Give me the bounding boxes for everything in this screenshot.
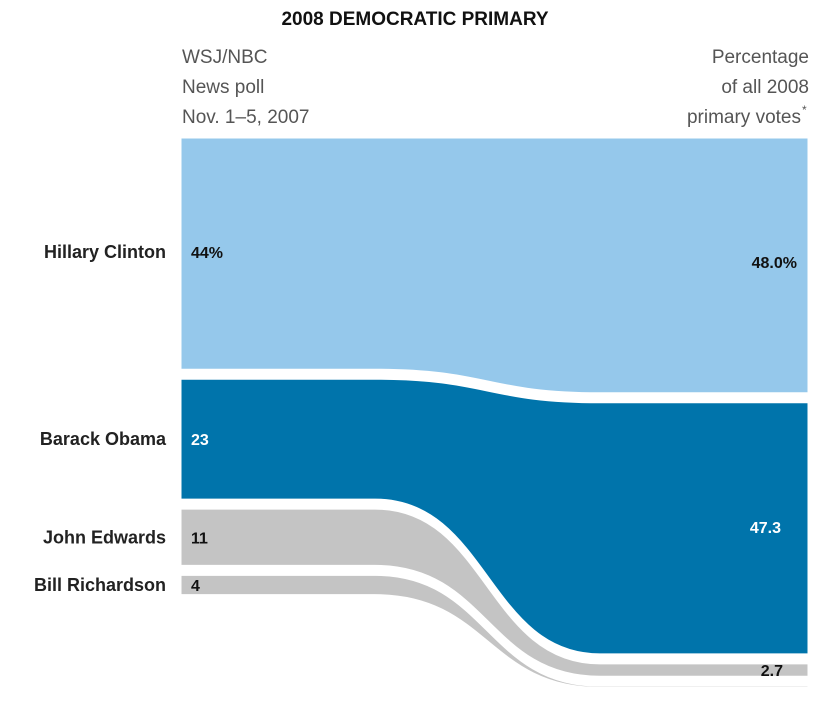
right-header-footnote-marker: * (802, 103, 807, 117)
flow-labels: Hillary Clinton 44% 48.0% Barack Obama 23 47.… (34, 242, 797, 680)
right-header-line-2: of all 2008 (721, 77, 809, 98)
flow-band-hillary-clinton (178, 135, 811, 396)
candidate-label-hillary-clinton: Hillary Clinton (44, 242, 166, 262)
candidate-label-bill-richardson: Bill Richardson (34, 575, 166, 595)
left-header-line-3: Nov. 1–5, 2007 (182, 107, 309, 128)
left-value-bill-richardson: 4 (191, 578, 200, 595)
left-header-line-2: News poll (182, 77, 264, 98)
flow-band-barack-obama (178, 376, 811, 657)
left-header-line-1: WSJ/NBC (182, 47, 268, 68)
chart-title: 2008 DEMOCRATIC PRIMARY (281, 9, 548, 30)
left-value-barack-obama: 23 (191, 432, 209, 449)
flow-band-bill-richardson (178, 572, 811, 691)
candidate-label-john-edwards: John Edwards (43, 527, 166, 547)
left-value-hillary-clinton: 44% (191, 245, 223, 262)
right-value-hillary-clinton: 48.0% (752, 255, 797, 272)
candidate-label-barack-obama: Barack Obama (40, 429, 167, 449)
right-value-barack-obama: 47.3 (750, 520, 781, 537)
right-value-john-edwards: 2.7 (761, 663, 783, 680)
left-value-john-edwards: 11 (191, 530, 208, 547)
flow-bands (178, 135, 811, 691)
right-header-line-1: Percentage (712, 47, 809, 68)
flow-band-john-edwards (178, 506, 811, 679)
right-header-line-3: primary votes (687, 107, 801, 128)
